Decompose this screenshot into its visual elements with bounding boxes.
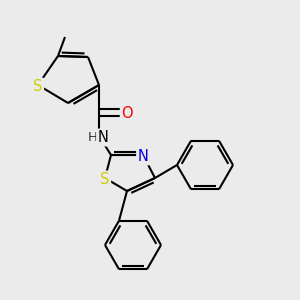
Text: O: O xyxy=(121,106,133,121)
Text: S: S xyxy=(33,79,43,94)
Text: S: S xyxy=(100,172,110,187)
Text: N: N xyxy=(138,149,148,164)
Text: N: N xyxy=(98,130,108,145)
Text: H: H xyxy=(88,131,98,144)
